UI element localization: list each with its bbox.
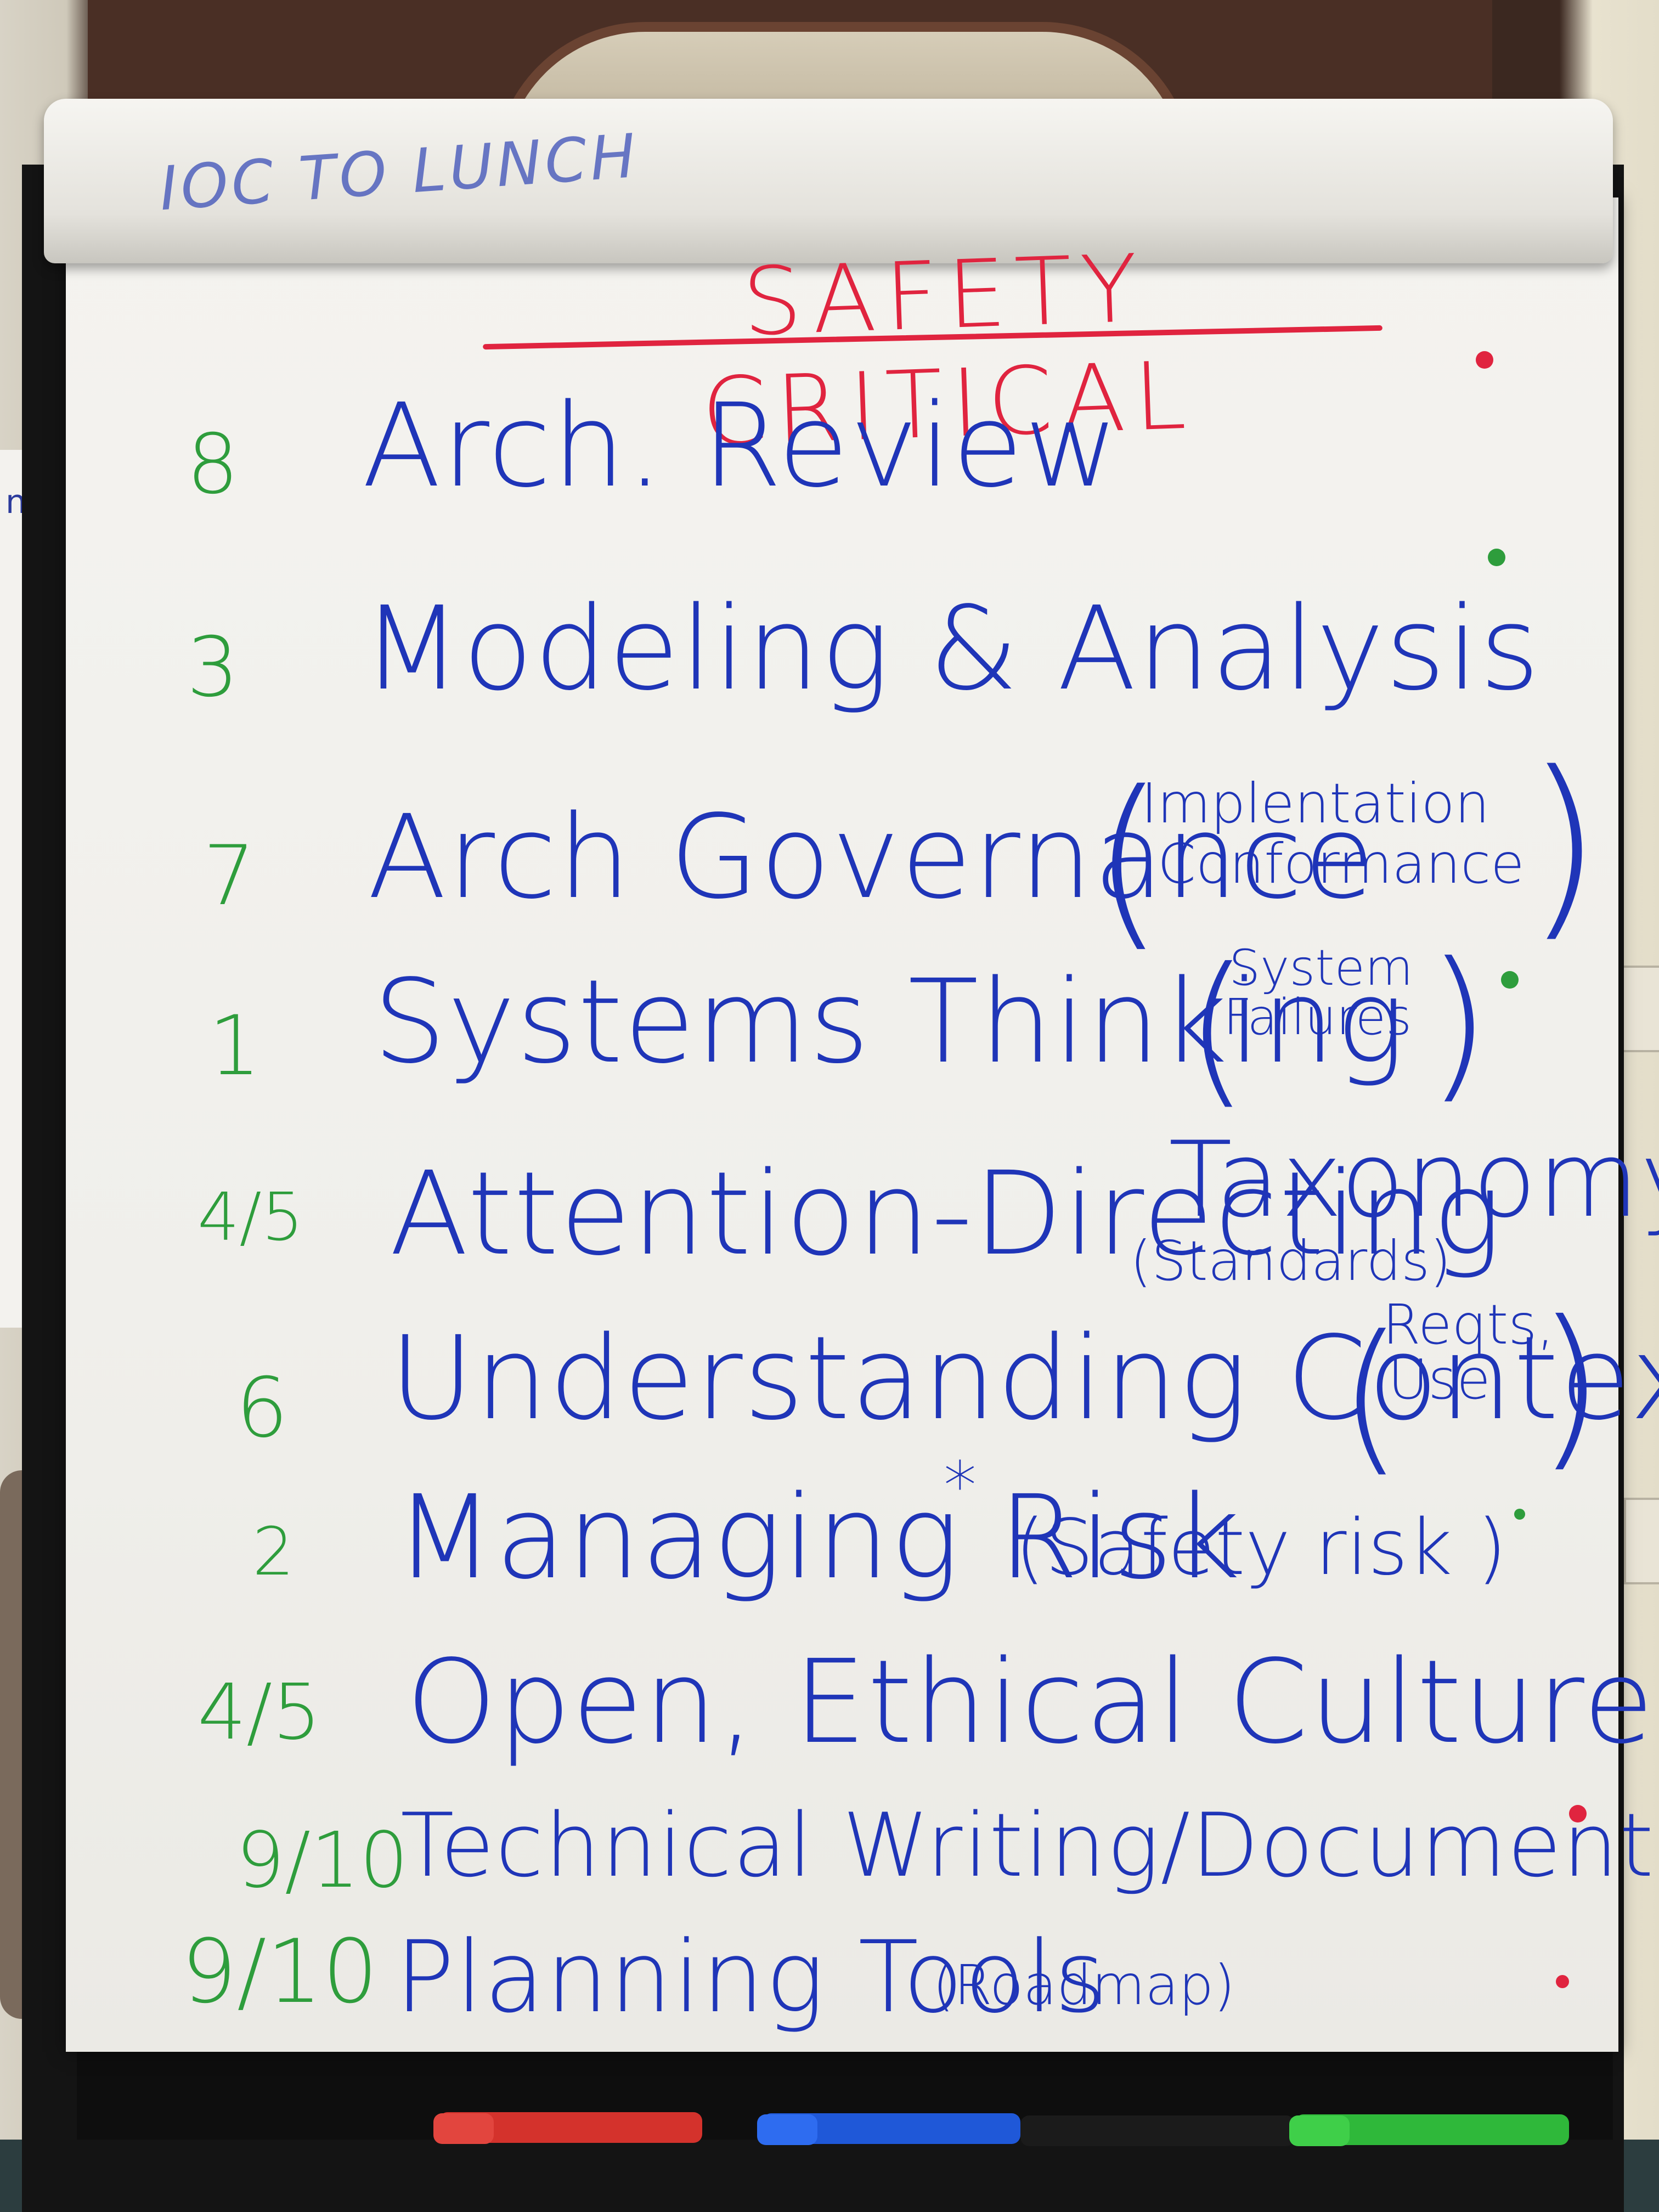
rank-label: 2 — [252, 1514, 295, 1590]
dot-marker — [1501, 971, 1519, 989]
item-note-line: Reqts, — [1383, 1293, 1555, 1357]
item-note: (Roadmap) — [933, 1953, 1235, 2017]
item-note-line: Implentation — [1141, 771, 1490, 836]
list-item: Arch Governance — [368, 790, 1376, 924]
rank-label: 4/5 — [198, 1668, 321, 1757]
list-item: Systems Thinking — [373, 955, 1407, 1089]
wall-outlet — [1624, 1498, 1659, 1584]
rank-label: 8 — [187, 417, 239, 512]
item-note: (Safety risk ) — [1015, 1503, 1507, 1593]
paper-roll — [44, 99, 1613, 263]
list-item: Managing Risk — [395, 1470, 1242, 1605]
note-paren-left: ( — [1092, 752, 1165, 969]
red-marker-cap — [433, 2113, 494, 2144]
item-note-line: Use — [1388, 1347, 1491, 1412]
rank-label: 9/10 — [236, 1816, 409, 1905]
flipchart-paper — [66, 198, 1618, 2052]
list-item: Open, Ethical Culture — [406, 1635, 1655, 1769]
dot-marker — [1476, 351, 1493, 369]
rank-label: 6 — [236, 1361, 289, 1456]
list-item-extra: Taxonomy — [1169, 1119, 1659, 1240]
rank-label: 4/5 — [198, 1180, 304, 1256]
dot-marker — [1556, 1975, 1569, 1988]
green-marker-cap — [1289, 2115, 1350, 2146]
black-marker — [1020, 2115, 1295, 2146]
rank-label: 7 — [203, 828, 256, 924]
item-note-line: Conformance — [1158, 832, 1525, 896]
rank-label: 3 — [187, 620, 239, 715]
note-paren-right: ) — [1536, 1284, 1605, 1488]
list-item: Understanding Context — [390, 1311, 1659, 1446]
blue-marker-cap — [757, 2114, 817, 2145]
list-item: Attention-Directing — [390, 1147, 1503, 1281]
note-paren-left: ( — [1185, 933, 1250, 1124]
star-mark: * — [944, 1448, 977, 1525]
list-item: Arch. Review — [362, 379, 1120, 513]
wall-outlet — [1618, 966, 1659, 1052]
list-item: Planning Tools — [395, 1920, 1107, 2035]
dot-marker — [1514, 1509, 1525, 1520]
note-paren-right: ) — [1525, 730, 1602, 960]
item-note: (Standards) — [1130, 1229, 1452, 1293]
note-paren-left: ( — [1339, 1300, 1403, 1492]
dot-marker — [1569, 1805, 1587, 1822]
dot-marker — [1488, 549, 1505, 566]
item-note-line: System — [1229, 939, 1413, 997]
list-item: Modeling & Analysis — [362, 582, 1541, 716]
rank-label: 1 — [208, 998, 261, 1094]
list-item: Technical Writing/Document Decisions — [400, 1794, 1659, 1897]
note-paren-right: ) — [1426, 927, 1491, 1119]
item-note-line: Failures — [1223, 989, 1412, 1046]
rank-label: 9/10 — [181, 1920, 379, 2023]
